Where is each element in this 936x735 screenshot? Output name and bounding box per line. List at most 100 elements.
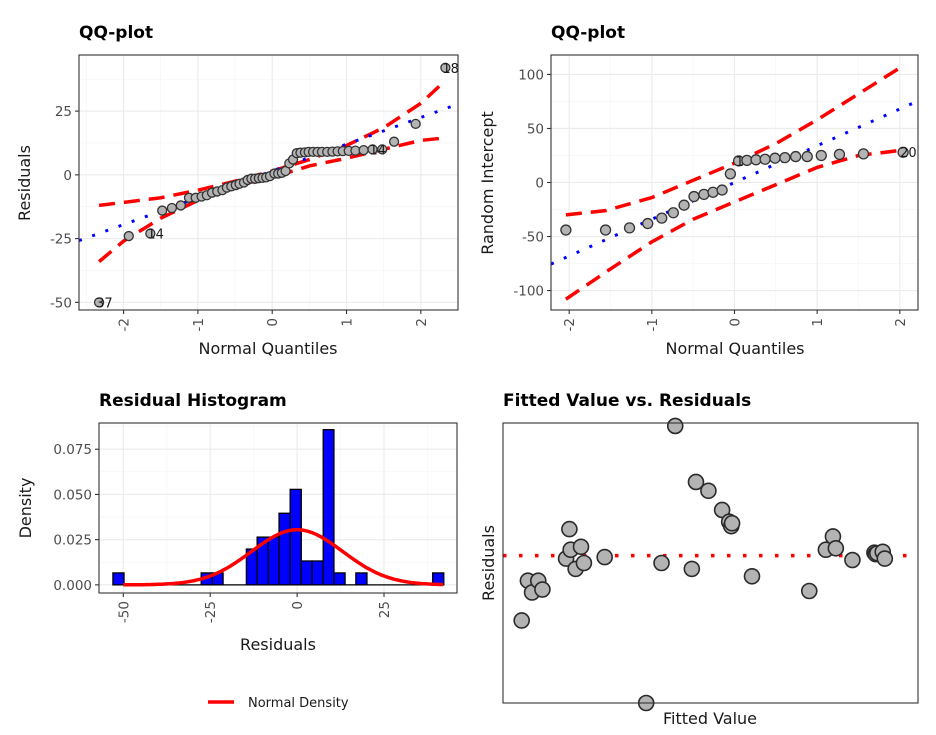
qq-residuals-frame	[78, 54, 459, 311]
data-point	[145, 228, 156, 239]
data-point	[572, 538, 590, 556]
band-lower	[564, 148, 904, 301]
histogram-bar	[322, 429, 335, 586]
data-point	[561, 520, 578, 538]
x-tick-label: 1	[340, 318, 356, 327]
y-tick-label: 100	[518, 67, 544, 83]
data-point	[678, 199, 690, 211]
data-point	[687, 473, 705, 491]
data-point	[688, 190, 700, 203]
x-tick-label: -25	[203, 601, 219, 623]
qq-random-intercept-xlabel: Normal Quantiles	[666, 339, 805, 358]
data-point	[388, 136, 400, 147]
fitted-vs-residuals-frame	[502, 422, 919, 704]
legend-label-normal-density: Normal Density	[248, 696, 349, 711]
point-label: 14	[370, 143, 387, 158]
qq-residuals-point-labels: 37 14 14 18	[96, 62, 459, 312]
data-point	[166, 202, 178, 214]
data-point	[534, 581, 551, 598]
x-tick-label: -1	[645, 318, 661, 331]
data-point	[844, 551, 861, 569]
data-point	[698, 188, 710, 201]
data-point	[440, 62, 451, 73]
residual-histogram-title: Residual Histogram	[99, 391, 287, 411]
point-label: 14	[147, 228, 164, 243]
band-lower	[97, 136, 446, 263]
x-tick-label: -2	[562, 318, 578, 331]
band-upper	[98, 79, 447, 208]
y-tick-label: 0.075	[53, 442, 92, 458]
y-tick-label: -25	[50, 232, 72, 248]
data-point	[897, 146, 909, 158]
histogram-bar	[300, 560, 313, 586]
qq-residuals-title: QQ-plot	[79, 23, 153, 43]
point-label: 20	[900, 146, 917, 161]
data-point	[769, 152, 781, 164]
data-point	[815, 149, 827, 162]
point-label: 37	[96, 296, 113, 311]
point-label: 18	[442, 62, 459, 77]
data-point	[876, 550, 894, 567]
data-point	[723, 514, 741, 532]
qq-random-intercept-point-labels: 1 20	[736, 146, 917, 170]
histogram-bar	[267, 536, 280, 586]
qq-random-intercept-grid	[551, 55, 918, 310]
y-tick-label: 0.000	[53, 578, 92, 594]
data-point	[666, 417, 684, 435]
fitted-vs-residuals-points	[513, 417, 894, 712]
qq-random-intercept-ticks: -2 -1 0 1 2 -100 -50 0 50 100	[513, 67, 908, 331]
qq-random-intercept-title: QQ-plot	[551, 23, 625, 43]
fitted-vs-residuals-title: Fitted Value vs. Residuals	[503, 391, 751, 411]
fitted-vs-residuals-panel: Fitted Value vs. Residuals Fitted Value …	[479, 391, 919, 728]
qq-residuals-ylabel: Residuals	[15, 145, 34, 221]
x-tick-label: 0	[265, 318, 281, 327]
y-tick-label: 0	[535, 176, 544, 192]
normal-density-curve	[123, 528, 444, 587]
data-point	[560, 224, 572, 236]
histogram-bar	[278, 512, 291, 586]
histogram-bar	[355, 572, 368, 586]
x-tick-label: -1	[191, 318, 207, 331]
histogram-bar	[289, 488, 302, 586]
data-point	[716, 184, 728, 196]
data-point	[367, 144, 378, 155]
data-point	[683, 560, 701, 578]
y-tick-label: 0.050	[53, 487, 92, 503]
data-point	[623, 222, 636, 234]
data-point	[157, 205, 168, 216]
data-point	[377, 144, 388, 155]
data-point	[724, 168, 737, 180]
y-tick-label: -50	[522, 230, 544, 246]
histogram-bar	[311, 560, 324, 586]
qq-residuals-panel: QQ-plot 37 14 14 18 -2 -1 0 1 2 -50 -25 0 25 Normal…	[15, 23, 459, 358]
data-point	[743, 567, 761, 585]
residual-histogram-normal-curve	[123, 528, 444, 587]
data-point	[833, 148, 846, 161]
y-tick-label: 50	[527, 121, 544, 137]
y-tick-label: -50	[50, 295, 72, 311]
data-point	[410, 118, 421, 129]
qq-residuals-ticks: -2 -1 0 1 2 -50 -25 0 25	[50, 104, 430, 331]
data-point	[653, 554, 670, 572]
data-point	[123, 230, 134, 242]
x-tick-label: -2	[117, 318, 133, 331]
x-tick-label: -50	[116, 601, 132, 623]
y-tick-label: 0	[63, 168, 72, 184]
data-point	[513, 612, 530, 629]
data-point	[575, 554, 593, 572]
residual-histogram-bars	[112, 429, 445, 586]
qq-random-intercept-ylabel: Random Intercept	[478, 111, 497, 255]
data-point	[175, 200, 186, 211]
legend: Normal Density	[208, 696, 349, 711]
data-point	[790, 150, 802, 163]
y-tick-label: 25	[55, 104, 72, 120]
data-point	[642, 217, 654, 230]
residual-histogram-ticks: -50 -25 0 25 0.000 0.025 0.050 0.075	[53, 442, 393, 623]
x-tick-label: 1	[810, 318, 826, 327]
qq-residuals-grid	[79, 55, 459, 310]
residual-histogram-ylabel: Density	[16, 478, 35, 539]
data-point	[827, 539, 845, 557]
x-tick-label: 2	[893, 318, 909, 327]
data-point	[801, 150, 813, 163]
